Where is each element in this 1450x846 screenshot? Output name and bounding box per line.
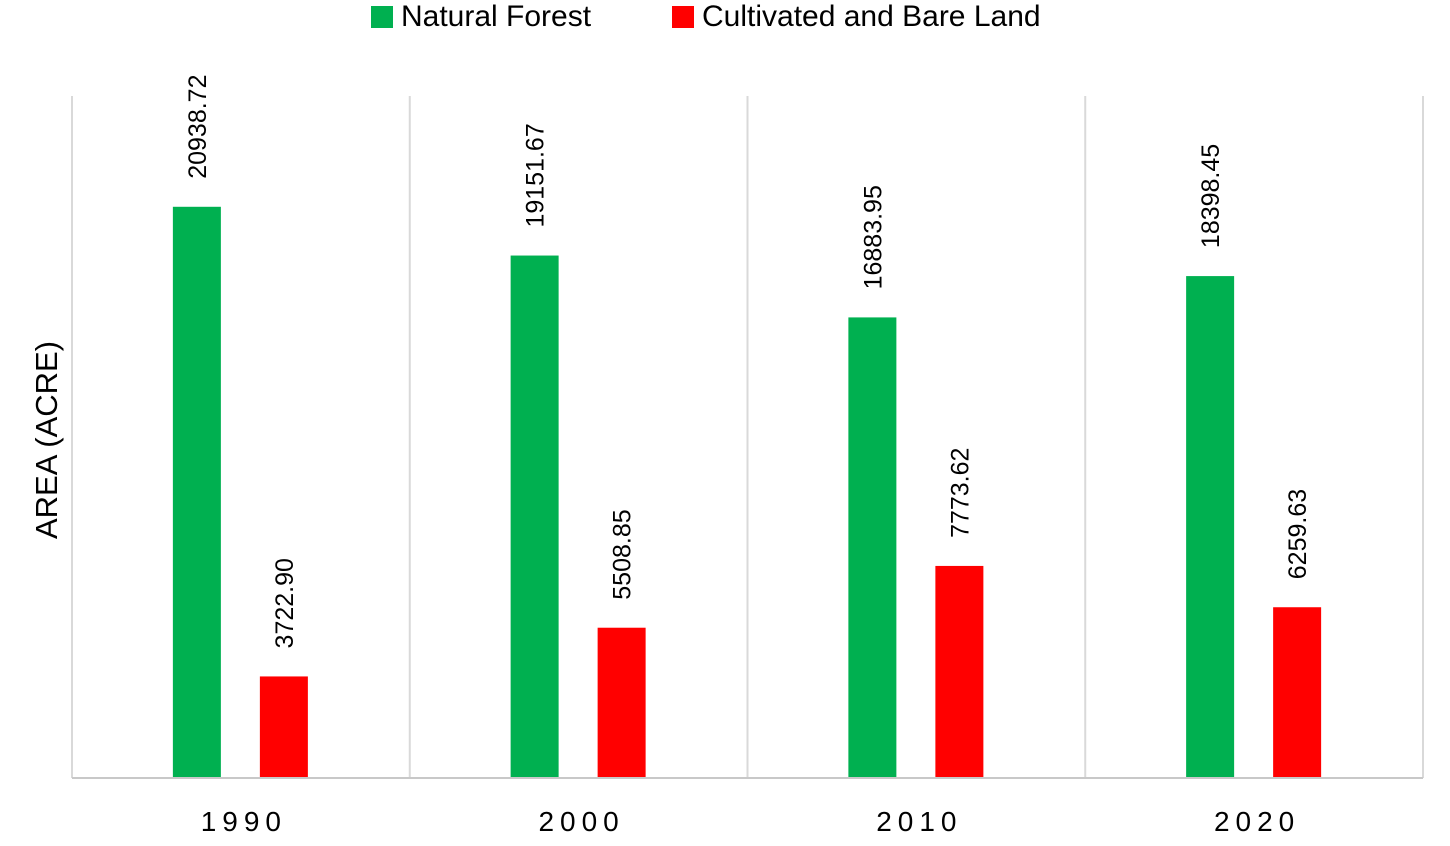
bar-cultivated-bare-land-2000 (597, 627, 646, 778)
bar-natural-forest-1990 (172, 206, 221, 778)
data-label: 5508.85 (609, 509, 637, 599)
data-label: 16883.95 (859, 185, 887, 289)
x-tick-label: 2010 (876, 806, 962, 837)
data-labels: 20938.72 19151.67 16883.95 18398.45 3722.90 5… (184, 75, 1312, 649)
y-axis-label: AREA (ACRE) (29, 341, 64, 539)
data-label: 6259.63 (1284, 489, 1312, 579)
data-label: 20938.72 (184, 75, 212, 179)
legend-swatch (371, 6, 393, 28)
legend-label: Cultivated and Bare Land (702, 0, 1041, 33)
bar-natural-forest-2020 (1186, 276, 1235, 778)
bar-natural-forest-2010 (848, 317, 897, 778)
category-separators (71, 96, 1424, 778)
bar-cultivated-bare-land-1990 (259, 676, 308, 778)
legend: Natural Forest Cultivated and Bare Land (371, 0, 1041, 33)
data-label: 18398.45 (1197, 144, 1225, 248)
bar-natural-forest-2000 (510, 255, 559, 778)
bar-cultivated-bare-land-2010 (935, 565, 984, 778)
bar-cultivated-bare-land-2020 (1273, 607, 1322, 778)
x-axis-ticks: 1990 2000 2010 2020 (201, 806, 1300, 837)
x-tick-label: 1990 (201, 806, 287, 837)
x-tick-label: 2020 (1214, 806, 1300, 837)
x-tick-label: 2000 (538, 806, 624, 837)
bars (172, 206, 1322, 778)
legend-swatch (672, 6, 694, 28)
legend-label: Natural Forest (401, 0, 592, 33)
data-label: 7773.62 (946, 448, 974, 538)
data-label: 3722.90 (271, 558, 299, 648)
data-label: 19151.67 (522, 123, 550, 227)
